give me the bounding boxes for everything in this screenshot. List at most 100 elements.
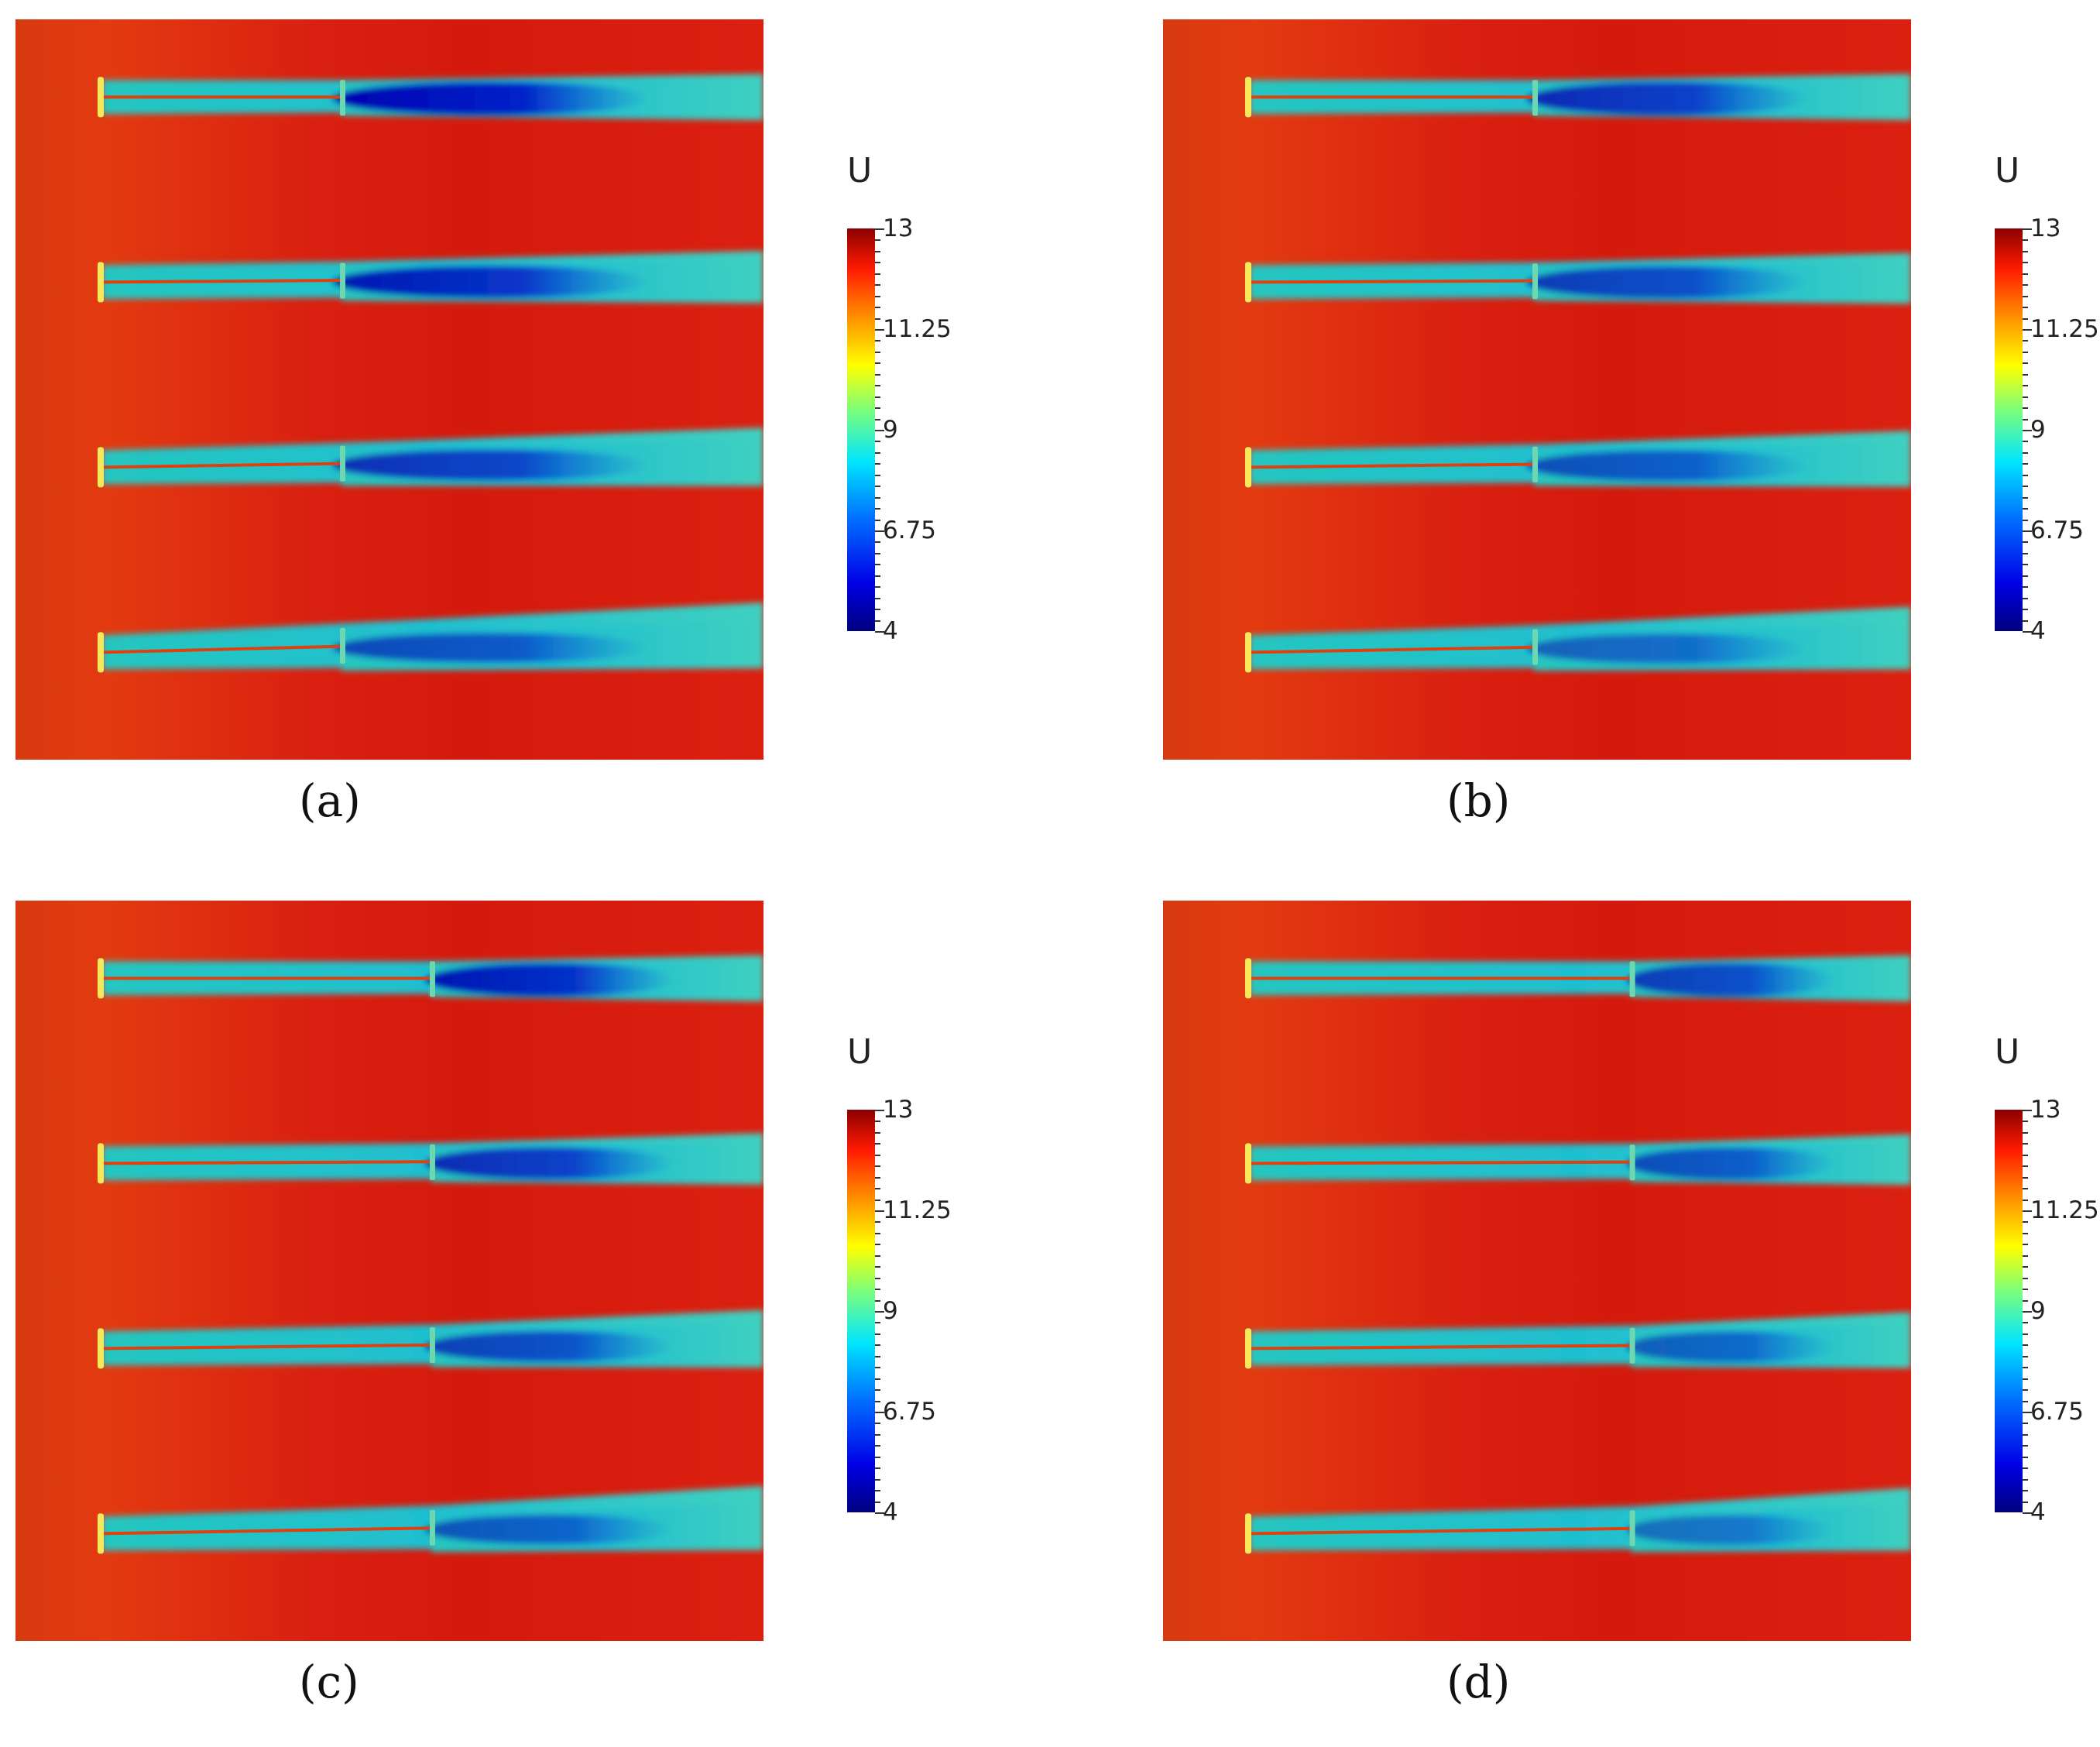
- colorbar-tick-label: 4: [883, 617, 898, 645]
- colorbar-tick: [875, 1299, 880, 1302]
- colorbar-tick: [875, 1121, 880, 1123]
- figure-panel: U 13 11.25 9 6.75 4 (a): [0, 0, 1050, 866]
- colorbar-tick: [2023, 586, 2028, 589]
- colorbar-tick: [2023, 1333, 2028, 1335]
- colorbar-tick: [2023, 1299, 2028, 1302]
- panel-caption: (a): [299, 774, 361, 827]
- colorbar-tick: [2023, 1490, 2028, 1492]
- colorbar-tick: [875, 1467, 880, 1470]
- upstream-rotor-marker: [1245, 77, 1251, 118]
- colorbar-tick: [2023, 1344, 2028, 1347]
- colorbar-tick: [875, 552, 880, 554]
- colorbar-tick: [2023, 1131, 2028, 1134]
- colorbar-tick: [2023, 463, 2028, 465]
- upstream-rotor-marker: [98, 632, 104, 673]
- downstream-rotor-marker: [1629, 1510, 1635, 1546]
- wake-separator-line: [101, 278, 345, 284]
- colorbar-tick: [2023, 441, 2028, 443]
- upstream-rotor-marker: [1245, 447, 1251, 488]
- colorbar-tick: [2023, 564, 2028, 566]
- figure-panel: U 13 11.25 9 6.75 4 (d): [1148, 881, 2100, 1747]
- colorbar-tick: [2023, 1322, 2028, 1324]
- colorbar-tick: [2023, 620, 2028, 622]
- colorbar-tick: [875, 1378, 880, 1380]
- turbine-wake: [102, 427, 763, 486]
- colorbar-tick: [2023, 486, 2028, 488]
- turbine-wake: [1250, 1312, 1911, 1368]
- colorbar-tick: [2023, 407, 2028, 410]
- colorbar-tick-label: 6.75: [883, 1398, 937, 1426]
- panel-caption: (d): [1446, 1656, 1511, 1708]
- colorbar-tick: [875, 1433, 880, 1436]
- colorbar-tick: [2023, 1143, 2028, 1145]
- colorbar-tick-label: 13: [2030, 215, 2061, 242]
- colorbar-tick: [2023, 1389, 2028, 1392]
- colorbar-tick: [875, 351, 880, 353]
- colorbar-tick: [2023, 1244, 2028, 1246]
- colorbar-tick-label: 9: [2030, 1297, 2046, 1325]
- figure-panel: U 13 11.25 9 6.75 4 (b): [1148, 0, 2100, 866]
- colorbar-tick: [2023, 317, 2028, 320]
- velocity-contour-field: [15, 901, 763, 1641]
- colorbar-tick-label: 11.25: [2030, 315, 2099, 343]
- colorbar-tick: [2023, 1254, 2028, 1257]
- upstream-rotor-marker: [98, 1328, 104, 1369]
- colorbar-tick: [875, 564, 880, 566]
- colorbar-tick: [2023, 609, 2028, 611]
- colorbar-tick: [875, 396, 880, 398]
- colorbar-tick: [875, 597, 880, 599]
- colorbar-tick: [875, 317, 880, 320]
- colorbar: [847, 228, 875, 631]
- colorbar-tick: [875, 1154, 880, 1156]
- colorbar-tick: [875, 1389, 880, 1392]
- colorbar-tick: [875, 418, 880, 420]
- colorbar-tick: [875, 1221, 880, 1224]
- colorbar-tick: [875, 1322, 880, 1324]
- colorbar-tick: [2023, 1467, 2028, 1470]
- downstream-rotor-marker: [1532, 629, 1538, 665]
- upstream-rotor-marker: [98, 77, 104, 118]
- colorbar-tick: [2023, 362, 2028, 365]
- colorbar-tick-label: 4: [2030, 617, 2046, 645]
- wake-separator-line: [1249, 1344, 1635, 1351]
- colorbar-tick: [875, 586, 880, 589]
- colorbar-tick: [875, 273, 880, 275]
- colorbar-tick: [875, 441, 880, 443]
- colorbar-tick: [875, 1478, 880, 1481]
- colorbar-title: U: [847, 151, 873, 190]
- colorbar-tick: [875, 1512, 884, 1514]
- colorbar-tick: [875, 1232, 880, 1234]
- colorbar-tick: [2023, 1400, 2028, 1402]
- colorbar-tick: [2023, 385, 2028, 387]
- turbine-wake: [1250, 606, 1911, 671]
- colorbar: [1995, 1110, 2023, 1512]
- colorbar-tick: [875, 1412, 884, 1413]
- velocity-contour-field: [1163, 901, 1911, 1641]
- colorbar-title: U: [847, 1032, 873, 1072]
- colorbar-tick: [2023, 1412, 2032, 1413]
- downstream-rotor-marker: [429, 1509, 435, 1546]
- colorbar-tick: [2023, 519, 2028, 521]
- colorbar-tick: [875, 239, 880, 242]
- colorbar-tick: [875, 1501, 880, 1503]
- colorbar-tick-label: 6.75: [2030, 1398, 2085, 1426]
- colorbar-tick: [2023, 552, 2028, 554]
- colorbar-tick: [2023, 329, 2032, 331]
- colorbar-tick-label: 9: [883, 1297, 898, 1325]
- colorbar-tick: [2023, 1110, 2032, 1111]
- upstream-rotor-marker: [98, 447, 104, 488]
- colorbar-tick: [2023, 508, 2028, 510]
- colorbar-tick: [875, 1423, 880, 1425]
- colorbar-tick: [875, 631, 884, 633]
- turbine-wake: [1250, 252, 1911, 304]
- colorbar-tick-label: 6.75: [2030, 517, 2085, 544]
- colorbar-tick: [875, 1344, 880, 1347]
- colorbar-tick-label: 4: [2030, 1498, 2046, 1526]
- turbine-wake: [1250, 1134, 1911, 1186]
- colorbar-tick-label: 6.75: [883, 517, 937, 544]
- wake-separator-line: [1249, 1160, 1635, 1165]
- downstream-rotor-marker: [1629, 1327, 1635, 1364]
- colorbar-tick: [2023, 340, 2028, 342]
- colorbar-tick-label: 4: [883, 1498, 898, 1526]
- panel-caption: (c): [299, 1656, 359, 1708]
